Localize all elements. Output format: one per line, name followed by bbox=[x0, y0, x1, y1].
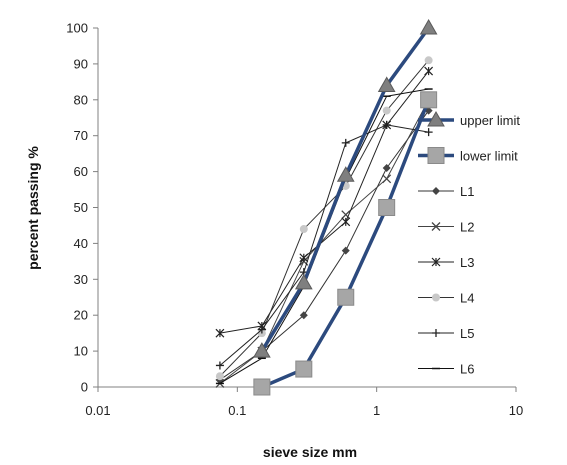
data-point bbox=[295, 360, 313, 378]
y-tick-label: 60 bbox=[74, 164, 88, 179]
legend-item-upper-limit: upper limit bbox=[418, 110, 520, 128]
data-point bbox=[337, 288, 355, 306]
data-point bbox=[253, 378, 271, 396]
data-point bbox=[257, 325, 266, 334]
y-tick-label: 100 bbox=[66, 21, 88, 36]
data-point bbox=[341, 246, 350, 255]
series-l6 bbox=[215, 88, 433, 385]
series-l2 bbox=[215, 95, 434, 388]
legend-item-l5: L5 bbox=[418, 326, 474, 341]
y-axis-title: percent passing % bbox=[25, 146, 41, 270]
y-tick-label: 40 bbox=[74, 236, 88, 251]
data-point bbox=[382, 174, 392, 184]
legend-swatch-marker bbox=[432, 329, 440, 337]
y-tick-label: 0 bbox=[81, 380, 88, 395]
data-point bbox=[215, 361, 224, 370]
legend-item-l2: L2 bbox=[418, 220, 474, 235]
legend-swatch-marker bbox=[431, 222, 441, 231]
legend-label: L3 bbox=[460, 255, 474, 270]
data-point bbox=[377, 76, 396, 92]
legend-label: L1 bbox=[460, 184, 474, 199]
legend-label: L5 bbox=[460, 326, 474, 341]
data-point bbox=[341, 138, 350, 147]
data-point bbox=[253, 342, 271, 358]
y-tick-label: 50 bbox=[74, 200, 88, 215]
data-point bbox=[420, 91, 438, 109]
data-point bbox=[294, 273, 313, 290]
data-point bbox=[215, 328, 225, 338]
data-point bbox=[424, 56, 433, 65]
tick-labels: 0 10 20 30 40 50 60 70 80 90 100 0.01 0.1 1 10 bbox=[66, 21, 523, 419]
y-tick-label: 70 bbox=[74, 128, 88, 143]
data-series bbox=[215, 18, 438, 396]
data-point bbox=[336, 166, 355, 182]
x-axis-title: sieve size mm bbox=[263, 444, 357, 460]
legend-swatch-marker bbox=[432, 187, 440, 195]
x-tick-label: 1 bbox=[373, 403, 380, 418]
y-tick-label: 10 bbox=[74, 344, 88, 359]
series-lower-limit bbox=[253, 91, 438, 396]
legend-swatch-marker bbox=[432, 293, 440, 302]
legend-swatch-marker bbox=[427, 110, 445, 127]
series-line bbox=[219, 59, 430, 377]
data-point bbox=[299, 253, 309, 263]
legend-item-l6: L6 bbox=[418, 362, 474, 377]
series-line bbox=[219, 99, 430, 384]
y-tick-label: 30 bbox=[74, 272, 88, 287]
data-point bbox=[382, 106, 391, 115]
legend-item-l4: L4 bbox=[418, 291, 474, 306]
data-point bbox=[382, 120, 391, 129]
legend-label: L2 bbox=[460, 220, 474, 235]
legend-swatch-marker bbox=[431, 257, 441, 267]
data-point bbox=[299, 311, 308, 320]
series-l5 bbox=[215, 120, 433, 370]
legend-swatch-marker bbox=[427, 147, 445, 164]
series-line bbox=[219, 124, 429, 366]
x-tick-label: 0.01 bbox=[85, 403, 110, 418]
y-tick-label: 90 bbox=[74, 56, 88, 71]
data-point bbox=[341, 210, 351, 220]
legend-item-l3: L3 bbox=[418, 255, 474, 270]
legend-item-lower-limit: lower limit bbox=[418, 147, 518, 164]
data-point bbox=[299, 225, 308, 234]
data-point bbox=[424, 128, 433, 137]
series-line bbox=[219, 110, 430, 381]
series-l3 bbox=[215, 66, 434, 338]
y-tick-label: 80 bbox=[74, 92, 88, 107]
data-point bbox=[341, 217, 351, 227]
legend: upper limit lower limit L1 L2 L3 L4 L5 L6 bbox=[418, 110, 520, 377]
legend-item-l1: L1 bbox=[418, 184, 474, 199]
y-tick-label: 20 bbox=[74, 308, 88, 323]
series-upper-limit bbox=[253, 18, 438, 358]
legend-label: L6 bbox=[460, 362, 474, 377]
data-point bbox=[382, 164, 391, 173]
legend-label: upper limit bbox=[460, 113, 520, 128]
legend-label: L4 bbox=[460, 291, 474, 306]
data-point bbox=[378, 199, 396, 216]
legend-label: lower limit bbox=[460, 149, 518, 164]
x-tick-label: 10 bbox=[509, 403, 523, 418]
data-point bbox=[419, 18, 438, 35]
series-line bbox=[219, 70, 430, 334]
data-point bbox=[424, 66, 434, 76]
x-tick-label: 0.1 bbox=[228, 403, 246, 418]
series-l1 bbox=[215, 106, 433, 384]
data-point bbox=[215, 372, 224, 381]
